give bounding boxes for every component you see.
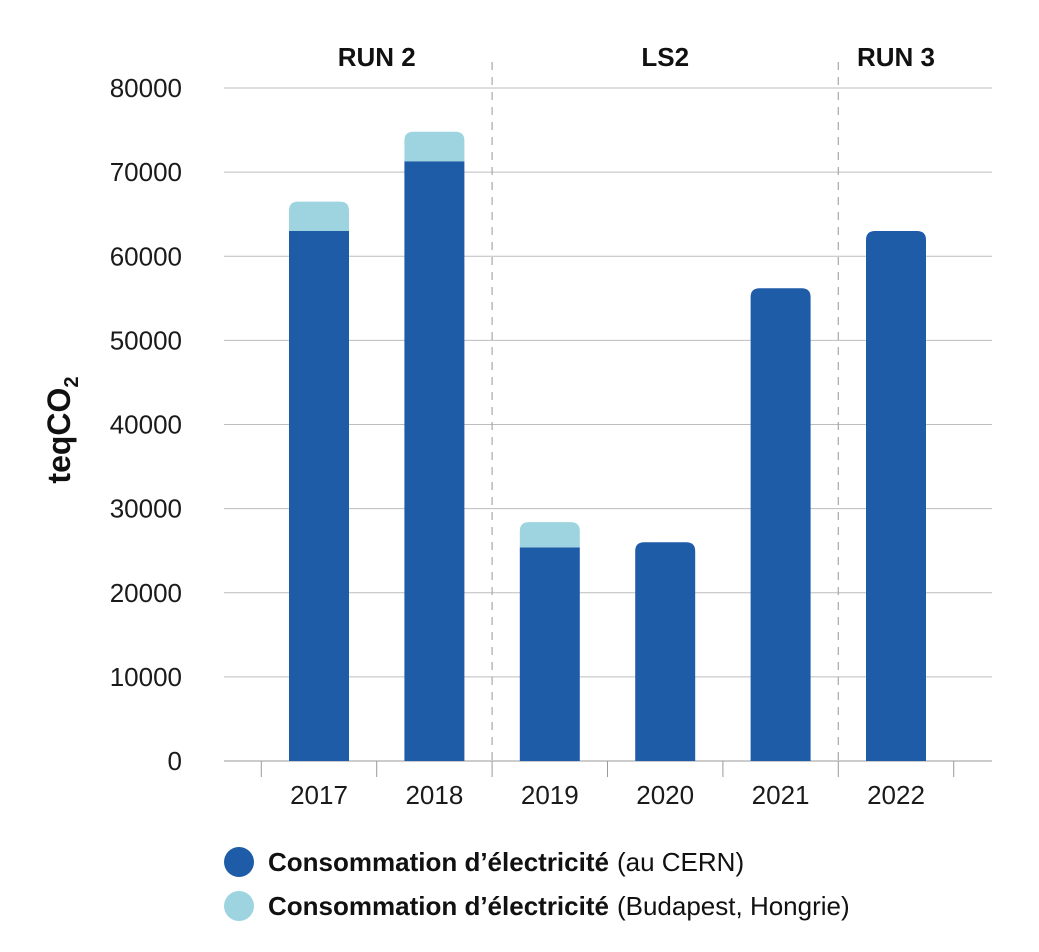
legend-swatch-budapest <box>224 891 254 921</box>
chart: 0 10000 20000 30000 40000 50000 60000 70000 8000… <box>41 42 992 810</box>
x-tick-label: 2018 <box>405 780 463 810</box>
bar-2019-series-1 <box>519 522 580 548</box>
bar-2020-series-0 <box>635 542 696 761</box>
legend-detail: (Budapest, Hongrie) <box>616 890 850 921</box>
legend-item-cern: Consommation d’électricité (au CERN) <box>224 840 850 884</box>
y-tick-labels: 0 10000 20000 30000 40000 50000 60000 70000 8000… <box>110 73 182 776</box>
gridlines <box>224 87 992 762</box>
y-tick-label: 10000 <box>110 662 182 692</box>
x-tick-label: 2020 <box>636 780 694 810</box>
legend-label: Consommation d’électricité <box>268 890 609 921</box>
y-axis-label: teqCO2 <box>41 376 83 483</box>
period-labels: RUN 2 LS2 RUN 3 <box>338 42 935 72</box>
bar-2017-series-1 <box>289 201 349 232</box>
bar-2017-series-0 <box>289 231 349 761</box>
y-tick-label: 30000 <box>110 494 182 524</box>
period-label: RUN 3 <box>857 42 935 72</box>
period-label: RUN 2 <box>338 42 416 72</box>
legend-swatch-cern <box>224 847 254 877</box>
y-tick-label: 70000 <box>110 157 182 187</box>
y-tick-label: 50000 <box>110 325 182 355</box>
legend-detail: (au CERN) <box>616 846 745 877</box>
bar-2022-series-0 <box>866 231 926 761</box>
legend: Consommation d’électricité (au CERN) Con… <box>224 840 850 928</box>
y-tick-label: 80000 <box>110 73 182 103</box>
bar-2018-series-0 <box>404 161 465 762</box>
x-tick-label: 2019 <box>521 780 579 810</box>
x-tick-label: 2022 <box>867 780 925 810</box>
y-tick-label: 60000 <box>110 241 182 271</box>
y-tick-label: 40000 <box>110 410 182 440</box>
bar-2021-series-0 <box>750 288 811 761</box>
x-tick-label: 2021 <box>752 780 810 810</box>
legend-item-budapest: Consommation d’électricité (Budapest, Ho… <box>224 884 850 928</box>
x-axis: 2017 2018 2019 2020 2021 2022 <box>260 761 955 810</box>
legend-label: Consommation d’électricité <box>268 846 609 877</box>
x-tick-label: 2017 <box>290 780 348 810</box>
bar-2018-series-1 <box>404 131 465 162</box>
y-tick-label: 0 <box>168 746 182 776</box>
bar-2019-series-0 <box>519 547 580 761</box>
y-tick-label: 20000 <box>110 578 182 608</box>
period-label: LS2 <box>641 42 689 72</box>
period-dividers <box>491 62 839 761</box>
bars <box>289 131 926 762</box>
